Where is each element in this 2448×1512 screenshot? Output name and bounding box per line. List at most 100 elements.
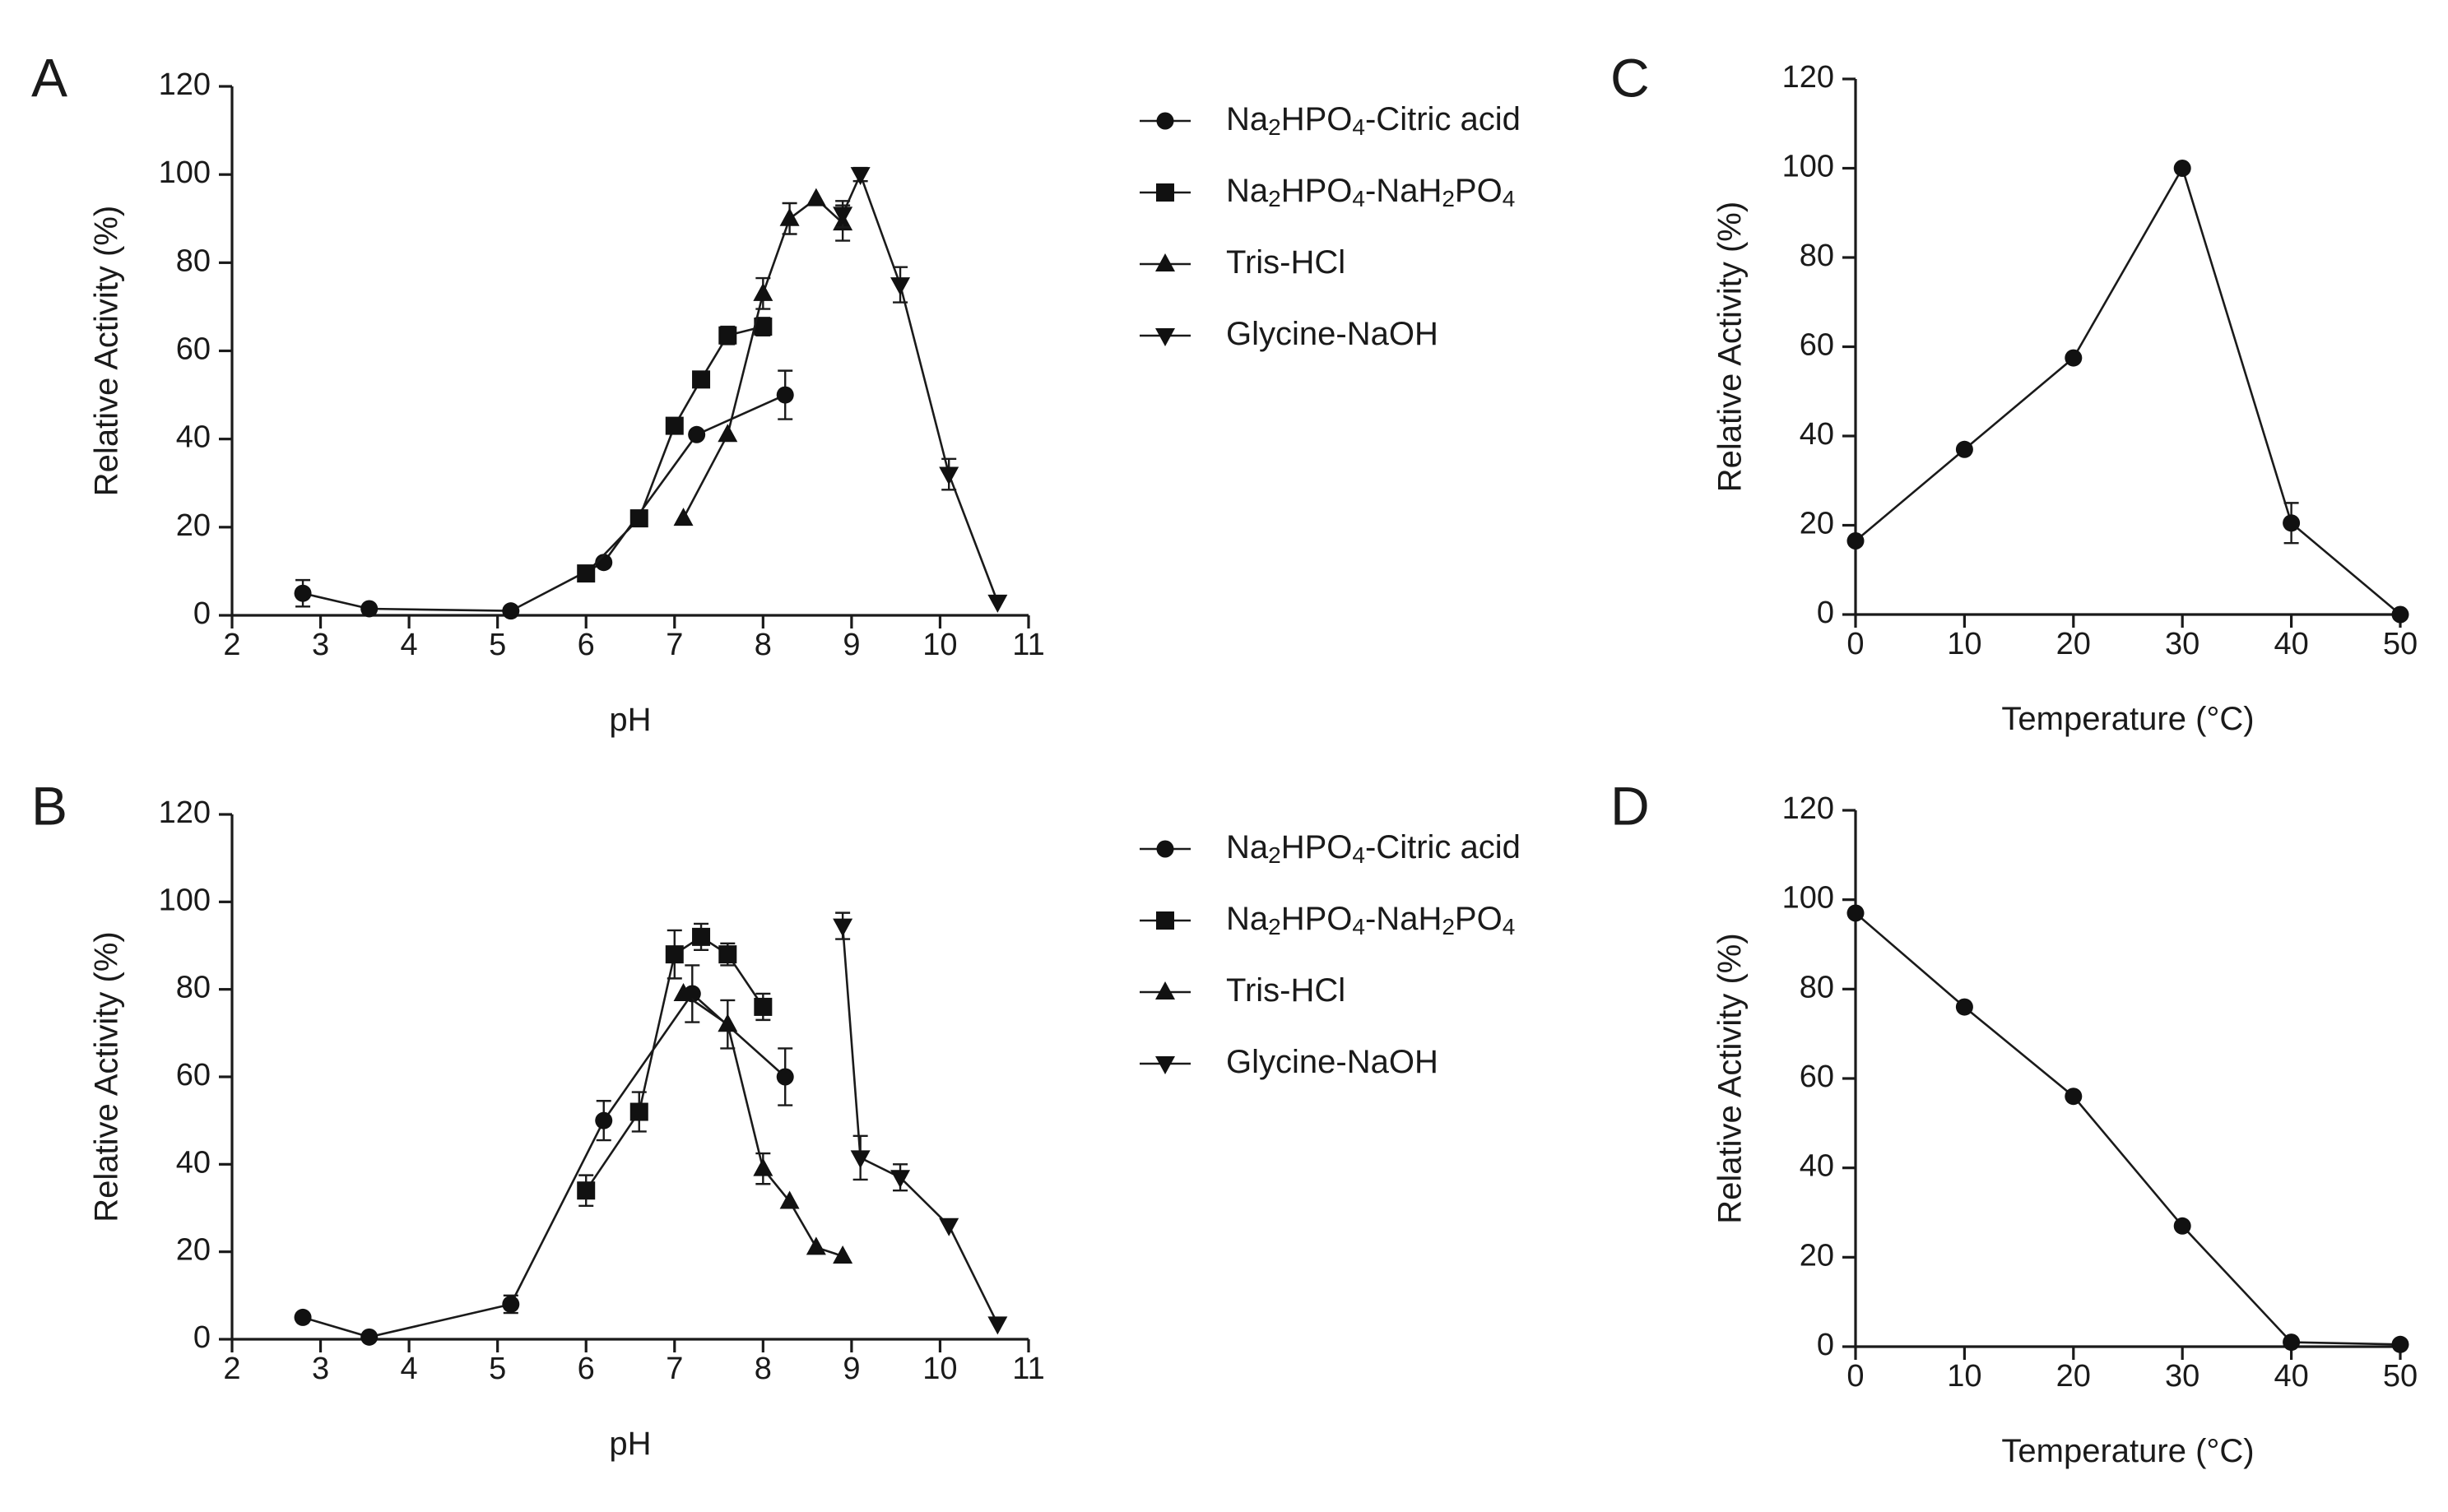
legend-marker — [1156, 183, 1174, 202]
x-tick-label: 9 — [843, 628, 860, 662]
data-point — [718, 326, 737, 345]
data-point — [718, 424, 738, 443]
data-point — [2283, 1333, 2301, 1352]
legend-subscript: 2 — [1268, 914, 1281, 939]
x-tick-label: 7 — [666, 1352, 683, 1386]
x-tick-label: 10 — [922, 628, 957, 662]
legend-text: Na — [1226, 173, 1269, 209]
y-tick-label: 100 — [1782, 881, 1834, 916]
data-point — [833, 1245, 853, 1264]
legend-subscript: 4 — [1503, 186, 1516, 211]
legend-text: HPO — [1281, 829, 1353, 865]
data-point — [806, 1236, 826, 1255]
legend-text: Na — [1226, 101, 1269, 137]
data-point — [294, 1308, 312, 1326]
legend-subscript: 2 — [1442, 186, 1455, 211]
legend: Na2HPO4-Citric acidNa2HPO4-NaH2PO4Tris-H… — [1140, 101, 1521, 352]
legend-marker — [1155, 253, 1175, 271]
data-point — [2391, 1335, 2409, 1353]
legend-subscript: 4 — [1352, 114, 1365, 140]
x-tick-label: 50 — [2383, 1359, 2418, 1394]
legend-text: HPO — [1281, 101, 1353, 137]
y-tick-label: 40 — [176, 1145, 211, 1180]
x-tick-label: 7 — [666, 628, 683, 662]
data-point — [718, 945, 737, 964]
legend-label: Tris-HCl — [1226, 972, 1345, 1009]
legend-label: Na2HPO4-NaH2PO4 — [1226, 173, 1515, 212]
legend-text: -NaH — [1365, 173, 1442, 209]
x-tick-label: 2 — [223, 1352, 240, 1386]
x-tick-label: 30 — [2165, 627, 2199, 661]
x-tick-label: 10 — [1947, 1359, 1981, 1394]
data-point — [806, 188, 826, 206]
x-tick-label: 30 — [2165, 1359, 2199, 1394]
y-tick-label: 120 — [159, 795, 211, 830]
legend-subscript: 4 — [1503, 914, 1516, 939]
data-point — [850, 167, 871, 186]
legend-text: PO — [1455, 901, 1503, 937]
data-point — [833, 206, 853, 225]
series-circle — [1846, 160, 2409, 624]
data-point — [502, 602, 520, 620]
x-axis-label: Temperature (°C) — [2001, 1433, 2254, 1469]
x-tick-label: 20 — [2056, 1359, 2091, 1394]
legend-marker — [1156, 840, 1174, 858]
legend-text: HPO — [1281, 173, 1353, 209]
legend-text: Na — [1226, 829, 1269, 865]
data-point — [890, 1170, 911, 1189]
series-square — [577, 317, 773, 583]
data-point — [2065, 1088, 2083, 1106]
legend-label: Na2HPO4-Citric acid — [1226, 829, 1521, 869]
data-point — [776, 1068, 794, 1086]
series-circle — [294, 369, 794, 620]
legend-marker — [1155, 1056, 1175, 1074]
y-tick-label: 100 — [1782, 150, 1834, 184]
y-tick-label: 0 — [193, 596, 211, 631]
y-tick-label: 100 — [159, 155, 211, 190]
x-tick-label: 8 — [755, 1352, 772, 1386]
series-line — [841, 171, 999, 603]
legend-subscript: 4 — [1352, 186, 1365, 211]
y-tick-label: 40 — [176, 420, 211, 455]
data-point — [502, 1295, 520, 1313]
legend-text: Glycine-NaOH — [1226, 1044, 1438, 1080]
data-point — [665, 416, 684, 435]
x-tick-label: 6 — [578, 628, 595, 662]
legend-marker — [1156, 911, 1174, 930]
data-point — [1846, 904, 1865, 922]
legend-label: Tris-HCl — [1226, 244, 1345, 281]
data-point — [2065, 349, 2083, 367]
data-point — [754, 997, 773, 1016]
legend-label: Na2HPO4-Citric acid — [1226, 101, 1521, 141]
data-point — [294, 584, 312, 602]
legend-label: Glycine-NaOH — [1226, 316, 1438, 352]
legend-subscript: 4 — [1352, 914, 1365, 939]
data-point — [754, 318, 773, 336]
x-tick-label: 8 — [755, 628, 772, 662]
data-point — [987, 594, 1008, 613]
x-tick-label: 40 — [2274, 1359, 2308, 1394]
data-point — [577, 1181, 596, 1200]
panel-letter: C — [1610, 47, 1650, 108]
x-tick-label: 5 — [489, 1352, 506, 1386]
y-axis-label: Relative Activity (%) — [1712, 933, 1749, 1223]
y-tick-label: 120 — [1782, 791, 1834, 826]
panel-b: B 2 3 4 5 6 7 8 9 10 11 0 20 40 60 80 100 120 pH Relative A… — [31, 775, 1521, 1462]
data-point — [987, 1316, 1008, 1335]
data-point — [890, 277, 911, 296]
legend-label: Glycine-NaOH — [1226, 1044, 1438, 1080]
legend-subscript: 2 — [1268, 114, 1281, 140]
panel-c: C 0 10 20 30 40 50 0 20 40 60 80 100 120 Temperature (… — [1610, 47, 2418, 737]
data-point — [629, 1102, 648, 1121]
series-circle — [294, 964, 794, 1346]
data-point — [753, 1157, 773, 1176]
data-point — [688, 425, 706, 443]
data-point — [1846, 531, 1865, 550]
series-triangle-down — [833, 166, 1008, 613]
x-axis-label: pH — [609, 1426, 651, 1462]
y-tick-label: 20 — [176, 1233, 211, 1268]
x-tick-label: 40 — [2274, 627, 2308, 661]
data-point — [2283, 514, 2301, 532]
y-tick-label: 80 — [176, 971, 211, 1005]
